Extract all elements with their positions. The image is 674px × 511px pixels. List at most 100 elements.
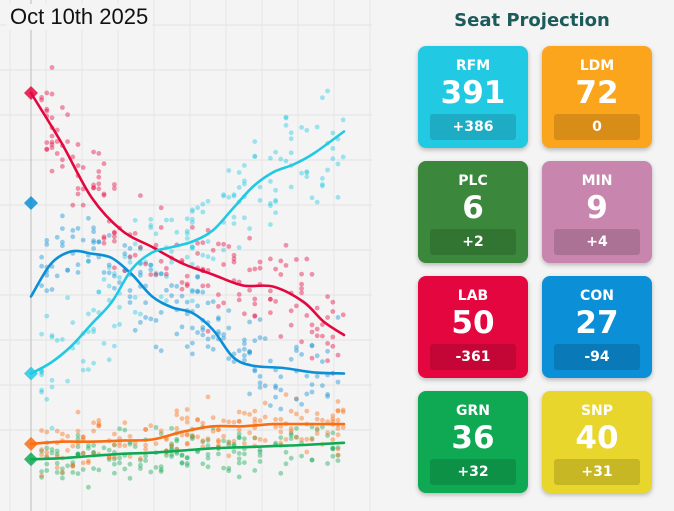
party-card-ldm[interactable]: LDM 72 0 [542,46,652,148]
poll-dot-lab [101,161,107,167]
party-card-min[interactable]: MIN 9 +4 [542,161,652,263]
poll-dot-grn [294,434,299,440]
poll-dot-ldm [335,408,341,414]
poll-dot-rfm [242,181,247,187]
poll-dot-grn [205,455,211,461]
poll-dot-lab [101,236,107,241]
poll-dot-lab [216,241,221,247]
poll-dot-lab [49,142,55,147]
poll-dot-ldm [294,396,299,402]
poll-dot-rfm [236,245,242,250]
party-change: -94 [554,344,640,370]
poll-dot-con [252,368,258,374]
start-marker-grn [24,452,38,467]
party-card-snp[interactable]: SNP 40 +31 [542,391,652,493]
poll-dot-rfm [273,210,278,216]
poll-dot-rfm [91,326,96,332]
poll-dot-grn [138,466,143,471]
poll-dot-con [44,238,50,243]
poll-dot-ldm [221,418,227,424]
poll-dot-grn [132,444,138,449]
poll-dot-con [278,406,284,412]
party-code: LDM [579,58,615,74]
poll-dot-ldm [320,417,325,423]
poll-dot-ldm [86,458,91,464]
party-card-plc[interactable]: PLC 6 +2 [418,161,528,263]
poll-dot-grn [39,474,44,480]
poll-dot-lab [257,265,263,271]
poll-dot-rfm [252,139,258,145]
poll-dot-con [325,348,330,354]
poll-dot-ldm [216,427,221,432]
party-card-rfm[interactable]: RFM 391 +386 [418,46,528,148]
poll-dot-lab [91,182,96,188]
poll-dot-lab [320,322,325,327]
poll-dot-ldm [278,429,284,435]
poll-dot-lab [210,247,216,253]
party-card-con[interactable]: CON 27 -94 [542,276,652,378]
poll-dot-lab [325,358,330,364]
poll-dot-ldm [44,429,50,435]
poll-dot-lab [216,304,221,309]
poll-dot-ldm [60,469,65,475]
poll-dot-lab [268,296,273,302]
poll-dot-con [158,271,164,277]
poll-dot-rfm [190,220,195,225]
poll-dot-rfm [122,254,128,260]
poll-dot-grn [330,453,336,459]
poll-dot-lab [39,95,44,100]
poll-dot-grn [80,450,86,456]
poll-dot-con [335,379,341,385]
poll-dot-lab [252,296,258,302]
poll-dot-rfm [320,182,325,187]
poll-dot-rfm [304,169,310,175]
poll-dot-con [86,215,91,221]
poll-dot-lab [101,234,107,240]
poll-dot-rfm [132,295,138,300]
poll-dot-rfm [39,372,44,378]
poll-dot-ldm [283,392,289,397]
poll-dot-ldm [106,455,112,460]
poll-dot-ldm [330,419,336,424]
poll-dot-grn [164,453,169,458]
poll-dot-grn [127,461,133,467]
poll-dot-lab [75,163,81,169]
poll-dot-con [184,344,190,349]
poll-dot-con [205,344,211,349]
poll-dot-grn [184,455,190,461]
poll-dot-lab [268,296,273,302]
poll-dot-grn [231,449,237,454]
poll-dot-con [309,382,315,387]
poll-dot-rfm [283,158,289,164]
party-card-lab[interactable]: LAB 50 -361 [418,276,528,378]
poll-dot-con [112,285,117,291]
poll-dot-lab [65,139,70,145]
poll-dot-ldm [236,409,242,415]
poll-dot-con [44,272,50,278]
party-card-grn[interactable]: GRN 36 +32 [418,391,528,493]
poll-dot-lab [49,139,55,145]
poll-dot-con [106,262,112,268]
poll-dot-lab [96,186,102,192]
poll-dot-lab [304,313,310,318]
poll-dot-lab [153,272,159,277]
poll-dot-con [314,373,320,379]
poll-dot-rfm [54,338,60,343]
poll-dot-rfm [231,221,237,227]
poll-dot-rfm [288,136,294,142]
poll-dot-ldm [179,416,185,421]
poll-dot-ldm [184,419,190,425]
poll-dot-con [210,334,216,340]
poll-dot-con [96,239,102,245]
poll-dot-rfm [153,231,159,237]
poll-dot-grn [60,475,65,481]
poll-dot-lab [101,192,107,198]
poll-dot-ldm [190,433,195,439]
poll-dot-ldm [65,433,70,439]
poll-dot-ldm [304,436,310,442]
poll-dot-ldm [148,423,154,429]
poll-dot-lab [283,242,289,248]
poll-dot-rfm [257,184,263,190]
poll-dot-ldm [132,440,138,446]
poll-dot-grn [236,460,242,466]
